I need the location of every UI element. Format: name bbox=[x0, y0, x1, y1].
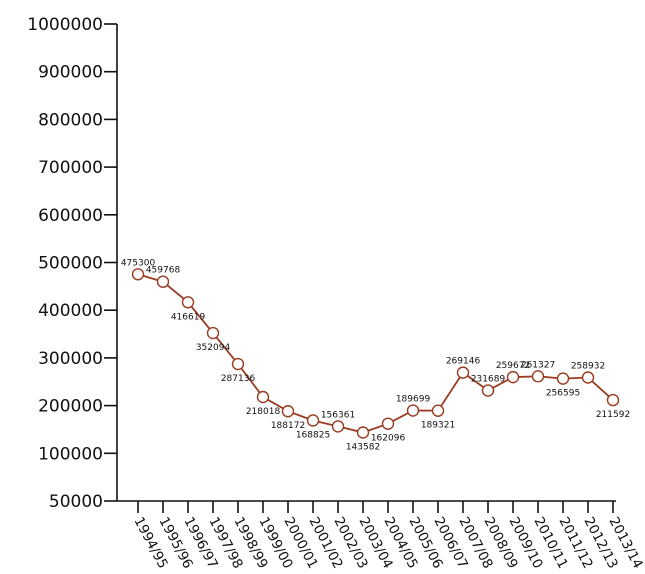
data-label: 287136 bbox=[221, 374, 256, 384]
data-point bbox=[306, 414, 320, 427]
y-tick-label: 300000 bbox=[38, 349, 103, 369]
data-point bbox=[481, 384, 495, 397]
data-label: 352094 bbox=[196, 343, 231, 353]
data-label: 459768 bbox=[146, 266, 181, 276]
data-label: 416619 bbox=[171, 312, 206, 322]
data-label: 211592 bbox=[596, 410, 630, 420]
data-point bbox=[581, 371, 595, 384]
data-label: 231689 bbox=[471, 374, 506, 384]
data-point bbox=[606, 393, 620, 407]
y-tick-label: 50000 bbox=[49, 492, 103, 512]
series-line bbox=[137, 273, 614, 434]
data-label: 143582 bbox=[346, 443, 380, 453]
y-tick-label: 500000 bbox=[38, 254, 103, 274]
y-tick-label: 800000 bbox=[38, 110, 103, 130]
data-label: 188172 bbox=[271, 421, 305, 431]
series-line-path bbox=[137, 273, 614, 434]
data-point bbox=[281, 405, 295, 418]
data-label: 258932 bbox=[571, 361, 605, 371]
data-label: 162096 bbox=[371, 434, 406, 444]
y-tick-label: 1000000 bbox=[27, 15, 103, 35]
data-label: 168825 bbox=[296, 430, 330, 440]
data-point bbox=[456, 366, 470, 379]
data-point bbox=[381, 417, 395, 430]
data-point bbox=[431, 404, 445, 417]
data-label: 256595 bbox=[546, 389, 580, 399]
data-label: 156361 bbox=[321, 410, 355, 420]
data-point bbox=[181, 296, 195, 309]
y-tick-label: 400000 bbox=[38, 301, 103, 321]
data-point bbox=[406, 404, 420, 417]
x-axis-ticks: 1994/951995/961996/971997/981998/991999/… bbox=[130, 501, 645, 571]
y-tick-label: 600000 bbox=[38, 206, 103, 226]
data-label: 475300 bbox=[121, 258, 156, 268]
data-label: 259672 bbox=[496, 361, 530, 371]
data-point bbox=[531, 370, 545, 383]
y-tick-label: 200000 bbox=[38, 397, 103, 417]
series-points bbox=[131, 268, 620, 439]
y-tick-label: 900000 bbox=[38, 63, 103, 83]
data-label: 189699 bbox=[396, 395, 431, 405]
data-point bbox=[356, 426, 370, 439]
data-point bbox=[231, 357, 245, 371]
data-point bbox=[256, 390, 270, 404]
data-point bbox=[331, 420, 345, 433]
data-point bbox=[206, 326, 220, 340]
data-label: 261327 bbox=[521, 360, 555, 370]
y-tick-label: 700000 bbox=[38, 158, 103, 178]
data-label: 218018 bbox=[246, 407, 281, 417]
y-tick-label: 100000 bbox=[38, 444, 103, 464]
data-point bbox=[131, 268, 145, 281]
data-label: 269146 bbox=[446, 357, 481, 367]
data-point bbox=[506, 370, 520, 384]
y-axis-ticks: 50000 100000 200000 300000 400000 500000 60000… bbox=[27, 15, 117, 512]
data-point bbox=[556, 372, 570, 385]
data-point bbox=[156, 275, 170, 288]
data-label: 189321 bbox=[421, 421, 455, 431]
